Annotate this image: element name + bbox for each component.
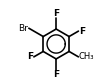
Text: F: F xyxy=(53,9,59,18)
Text: Br: Br xyxy=(18,24,28,33)
Text: F: F xyxy=(53,70,59,79)
Text: F: F xyxy=(79,27,85,36)
Text: F: F xyxy=(27,52,33,61)
Text: CH₃: CH₃ xyxy=(79,52,94,61)
